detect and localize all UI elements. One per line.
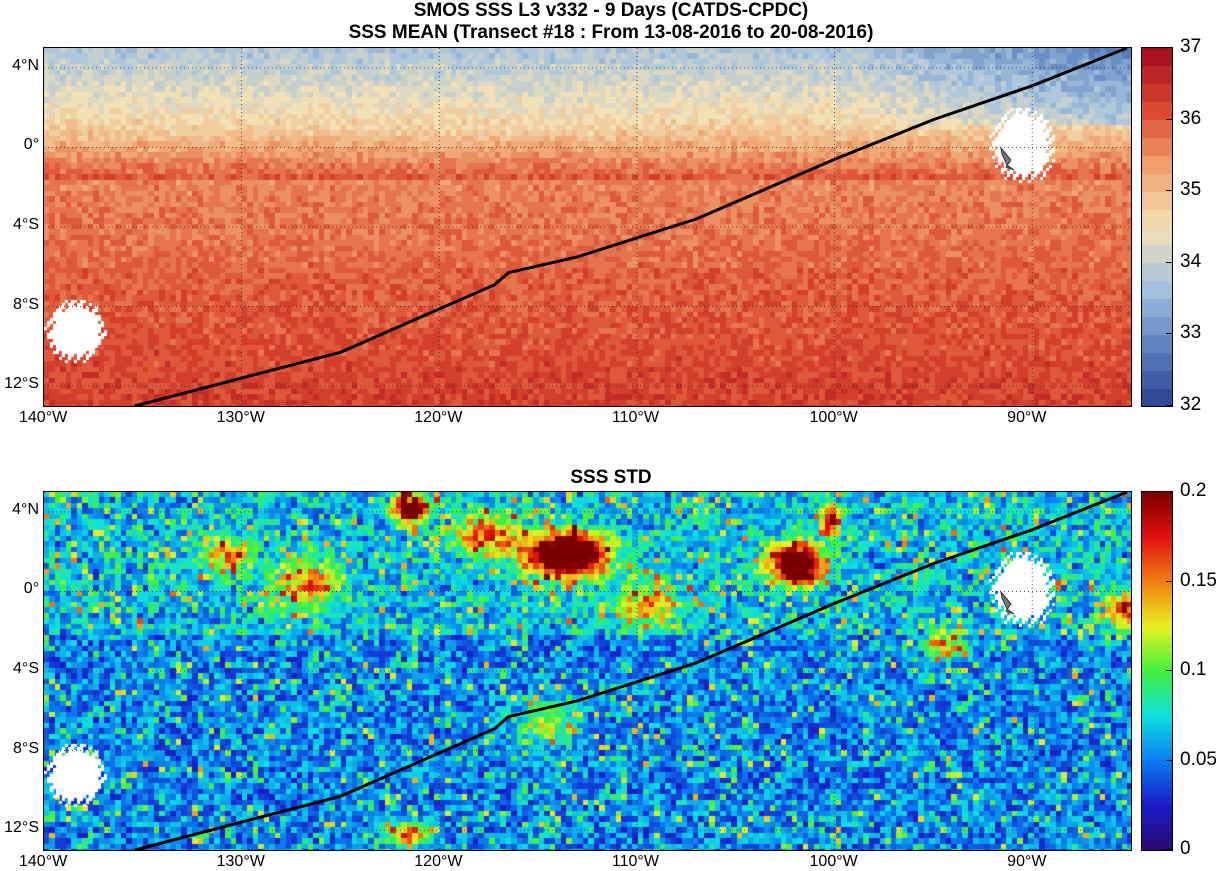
lon-tick-label: 90°W <box>1007 853 1047 870</box>
sss-mean-overlay <box>44 48 1131 406</box>
lat-tick-label: 0° <box>23 580 39 598</box>
colorbar-tick-mark <box>1166 405 1172 406</box>
lon-tick-label: 100°W <box>809 853 858 870</box>
colorbar-tick-mark <box>1166 670 1172 671</box>
colorbar-tick-label: 0 <box>1180 838 1191 859</box>
colorbar-tick-label: 0.15 <box>1180 569 1217 591</box>
lon-tick-label: 120°W <box>414 409 463 426</box>
colorbar-tick-label: 36 <box>1180 107 1202 129</box>
lat-tick-label: 4°N <box>12 56 39 74</box>
transect-line <box>134 492 1128 850</box>
colorbar-tick-mark <box>1166 849 1172 850</box>
sss-mean-colorbar <box>1141 47 1173 407</box>
sss-std-map <box>43 491 1132 851</box>
colorbar-tick-mark <box>1166 190 1172 191</box>
sss-std-colorbar-scale <box>1142 492 1172 850</box>
figure-title-line-2: SSS MEAN (Transect #18 : From 13-08-2016… <box>348 22 874 43</box>
island-marker-icon <box>1000 590 1015 615</box>
colorbar-tick-mark <box>1166 47 1172 48</box>
colorbar-tick-label: 37 <box>1180 36 1202 57</box>
lat-tick-label: 8°S <box>13 295 39 313</box>
colorbar-tick-label: 0.1 <box>1180 659 1207 680</box>
colorbar-tick-mark <box>1166 760 1172 761</box>
colorbar-tick-mark <box>1166 262 1172 263</box>
colorbar-tick-label: 32 <box>1180 394 1202 415</box>
lon-tick-label: 110°W <box>611 853 659 870</box>
lat-tick-label: 12°S <box>4 375 39 393</box>
lat-tick-label: 0° <box>23 136 39 154</box>
lat-tick-label: 4°S <box>13 660 39 677</box>
lon-tick-label: 130°W <box>216 409 265 426</box>
sss-mean-map <box>43 47 1132 407</box>
lon-tick-label: 90°W <box>1007 409 1047 426</box>
lon-tick-label: 140°W <box>19 409 68 426</box>
figure-title-line-1: SMOS SSS L3 v332 - 9 Days (CATDS-CPDC) <box>413 0 809 21</box>
lon-tick-label: 130°W <box>216 853 265 870</box>
lon-tick-label: 110°W <box>611 409 659 426</box>
colorbar-tick-mark <box>1166 491 1172 492</box>
colorbar-tick-label: 0.05 <box>1180 748 1217 770</box>
lat-tick-label: 8°S <box>13 739 39 757</box>
sss-std-title: SSS STD <box>570 467 652 488</box>
lat-tick-label: 4°N <box>12 500 39 518</box>
transect-line <box>134 48 1128 406</box>
lon-tick-label: 140°W <box>19 853 68 870</box>
colorbar-tick-label: 34 <box>1180 250 1202 272</box>
island-marker-icon <box>1000 146 1015 171</box>
sss-std-heatmap <box>44 492 1131 850</box>
sss-std-overlay <box>44 492 1131 850</box>
colorbar-tick-mark <box>1166 333 1172 334</box>
colorbar-tick-mark <box>1166 581 1172 582</box>
lon-tick-label: 100°W <box>809 409 858 426</box>
sss-std-colorbar <box>1141 491 1173 851</box>
colorbar-tick-mark <box>1166 119 1172 120</box>
lat-tick-label: 12°S <box>4 819 39 837</box>
colorbar-tick-label: 35 <box>1180 179 1202 201</box>
colorbar-tick-label: 0.2 <box>1180 480 1207 501</box>
lat-tick-label: 4°S <box>13 216 39 233</box>
sss-mean-colorbar-scale <box>1142 48 1172 406</box>
sss-mean-heatmap <box>44 48 1131 406</box>
colorbar-tick-label: 33 <box>1180 322 1202 344</box>
lon-tick-label: 120°W <box>414 853 463 870</box>
